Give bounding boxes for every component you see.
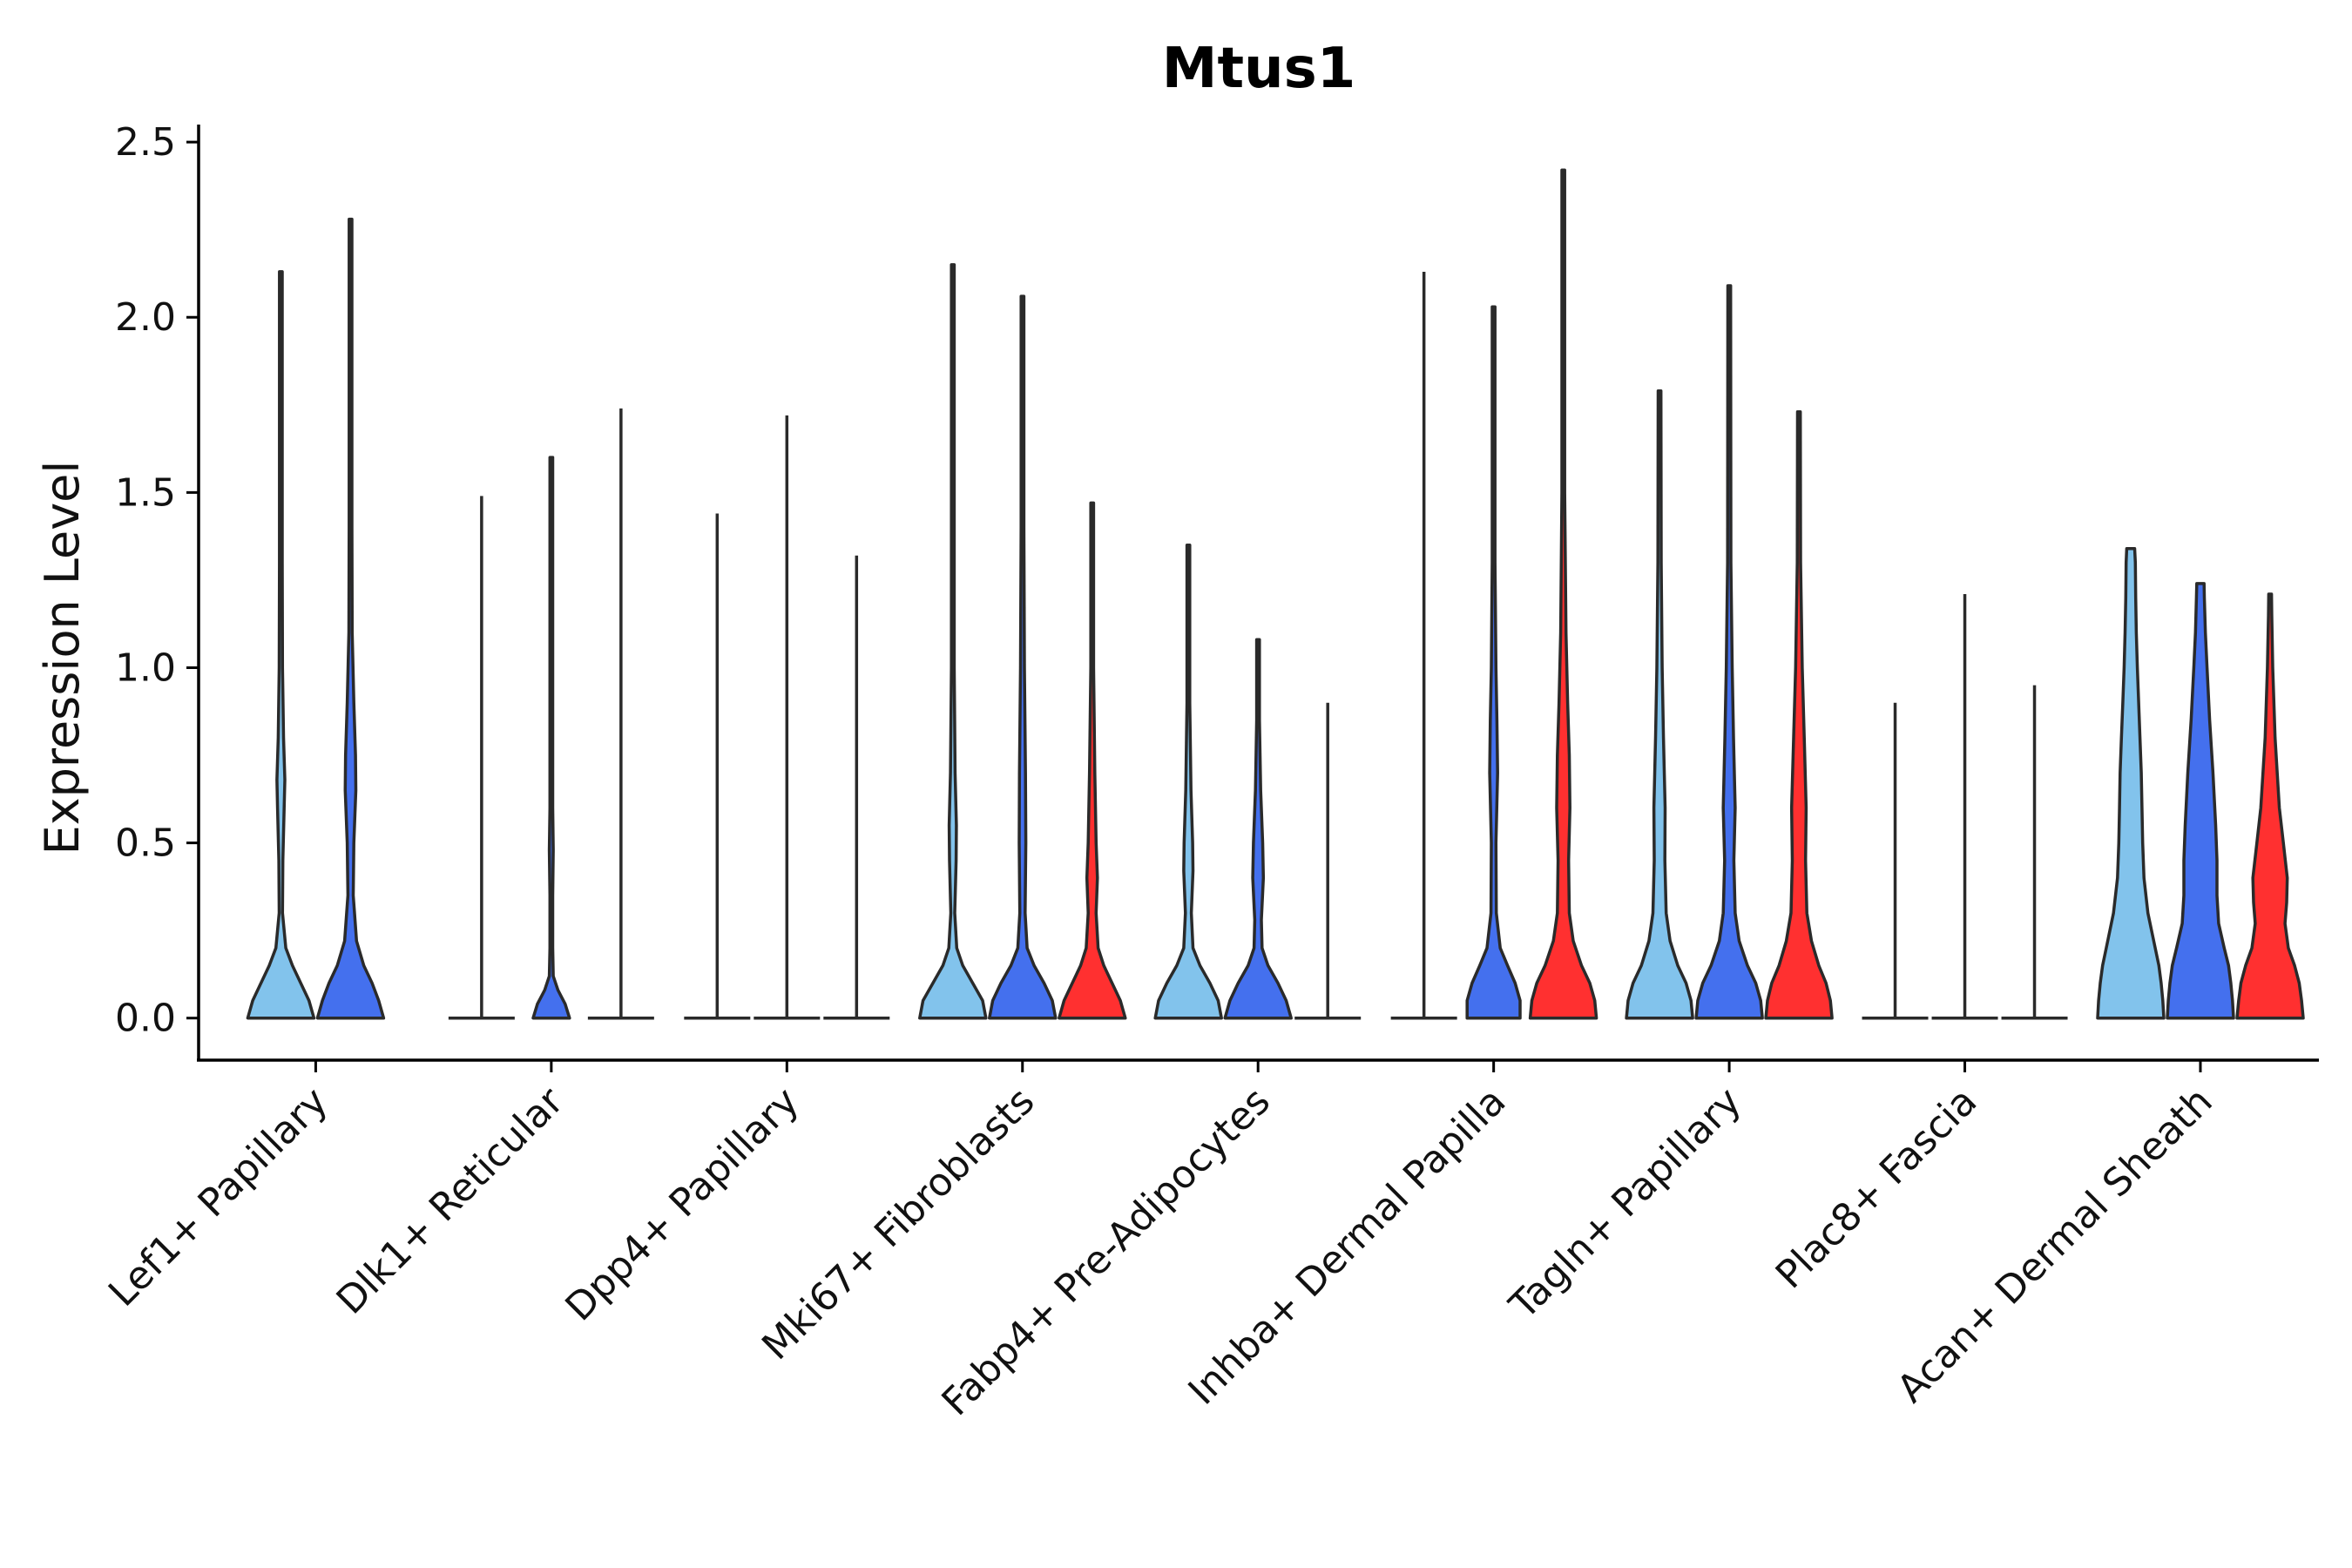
- x-tick-label-tagln-papillary: Tagln+ Papillary: [1501, 1079, 1750, 1328]
- violin-dlk1-reticular-blue: [531, 456, 571, 1020]
- y-tick-label: 0.0: [115, 997, 176, 1041]
- violin-dpp4-papillary-blue: [754, 415, 821, 1020]
- violin-plac8-fascia-blue: [1931, 594, 1998, 1020]
- violin-plac8-fascia-red: [2001, 685, 2068, 1020]
- violin-acan-dermal-sheath-blue: [2166, 582, 2235, 1020]
- violin-lef1-papillary-lightblue: [246, 270, 316, 1020]
- y-tick-label: 2.5: [115, 120, 176, 165]
- violin-fabp4-pre-adipocytes-blue: [1223, 638, 1293, 1020]
- y-tick-label: 0.5: [115, 821, 176, 866]
- y-tick-label: 2.0: [115, 295, 176, 340]
- y-tick-label: 1.0: [115, 645, 176, 690]
- violin-tagln-papillary-blue: [1694, 284, 1764, 1020]
- violin-dlk1-reticular-red: [587, 408, 654, 1020]
- violin-mki67-fibroblasts-blue: [988, 294, 1058, 1020]
- violin-fabp4-pre-adipocytes-red: [1294, 702, 1362, 1020]
- violin-acan-dermal-sheath-lightblue: [2096, 546, 2166, 1020]
- x-tick-label-dlk1-reticular: Dlk1+ Reticular: [328, 1078, 573, 1323]
- chart-title: Mtus1: [1162, 37, 1355, 101]
- y-tick-label: 1.5: [115, 470, 176, 515]
- violin-fabp4-pre-adipocytes-lightblue: [1153, 543, 1223, 1020]
- x-tick-label-mki67-fibroblasts: Mki67+ Fibroblasts: [754, 1079, 1043, 1369]
- violin-plac8-fascia-lightblue: [1862, 702, 1929, 1020]
- violin-dlk1-reticular-lightblue: [448, 496, 515, 1020]
- violin-tagln-papillary-lightblue: [1625, 389, 1694, 1020]
- y-axis-ticks: 0.0 0.5 1.0 1.5 2.0 2.5: [115, 120, 199, 1041]
- violin-group: [246, 168, 2305, 1020]
- violin-mki67-fibroblasts-red: [1058, 501, 1127, 1020]
- y-axis-label: Expression Level: [35, 461, 90, 855]
- violin-dpp4-papillary-red: [823, 555, 890, 1020]
- violin-lef1-papillary-blue: [315, 217, 386, 1020]
- violin-inhba-dermal-papilla-lightblue: [1390, 271, 1457, 1020]
- violin-inhba-dermal-papilla-red: [1528, 168, 1598, 1020]
- violin-tagln-papillary-red: [1764, 410, 1834, 1020]
- violin-inhba-dermal-papilla-blue: [1465, 305, 1522, 1020]
- violin-mki67-fibroblasts-lightblue: [918, 263, 988, 1020]
- violin-dpp4-papillary-lightblue: [684, 513, 751, 1020]
- x-tick-label-plac8-fascia: Plac8+ Fascia: [1767, 1079, 1986, 1298]
- x-tick-label-dpp4-papillary: Dpp4+ Papillary: [557, 1079, 808, 1330]
- x-tick-label-lef1-papillary: Lef1+ Papillary: [100, 1079, 336, 1315]
- violin-acan-dermal-sheath-red: [2235, 592, 2305, 1020]
